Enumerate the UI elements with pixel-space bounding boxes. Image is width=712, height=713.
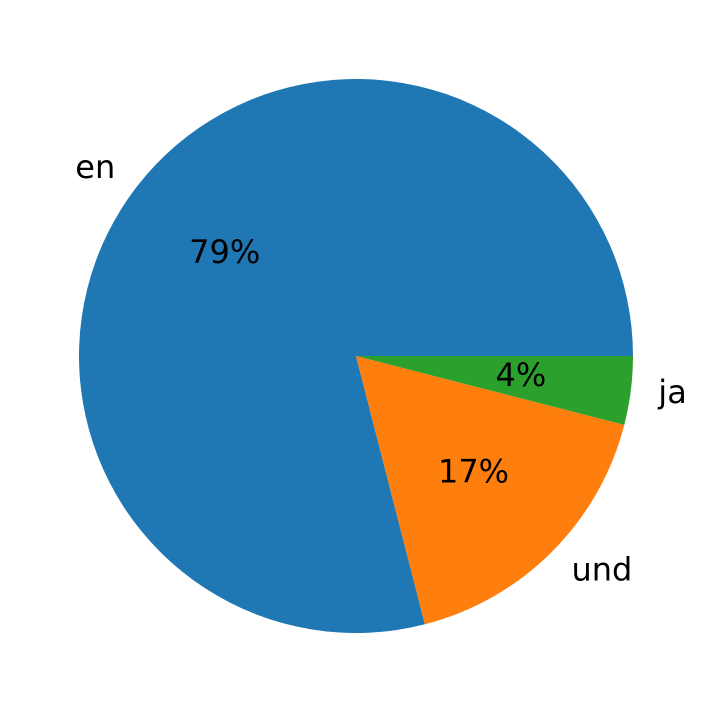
slice-label: und: [571, 550, 632, 588]
pie-slice: [356, 356, 633, 425]
slice-label: en: [75, 148, 115, 186]
value-label: 79%: [189, 233, 260, 271]
slice-label: ja: [657, 373, 687, 411]
value-label: 4%: [496, 356, 547, 394]
pie-slice: [78, 79, 633, 634]
pie-slice: [356, 356, 625, 625]
value-label: 17%: [438, 453, 509, 491]
